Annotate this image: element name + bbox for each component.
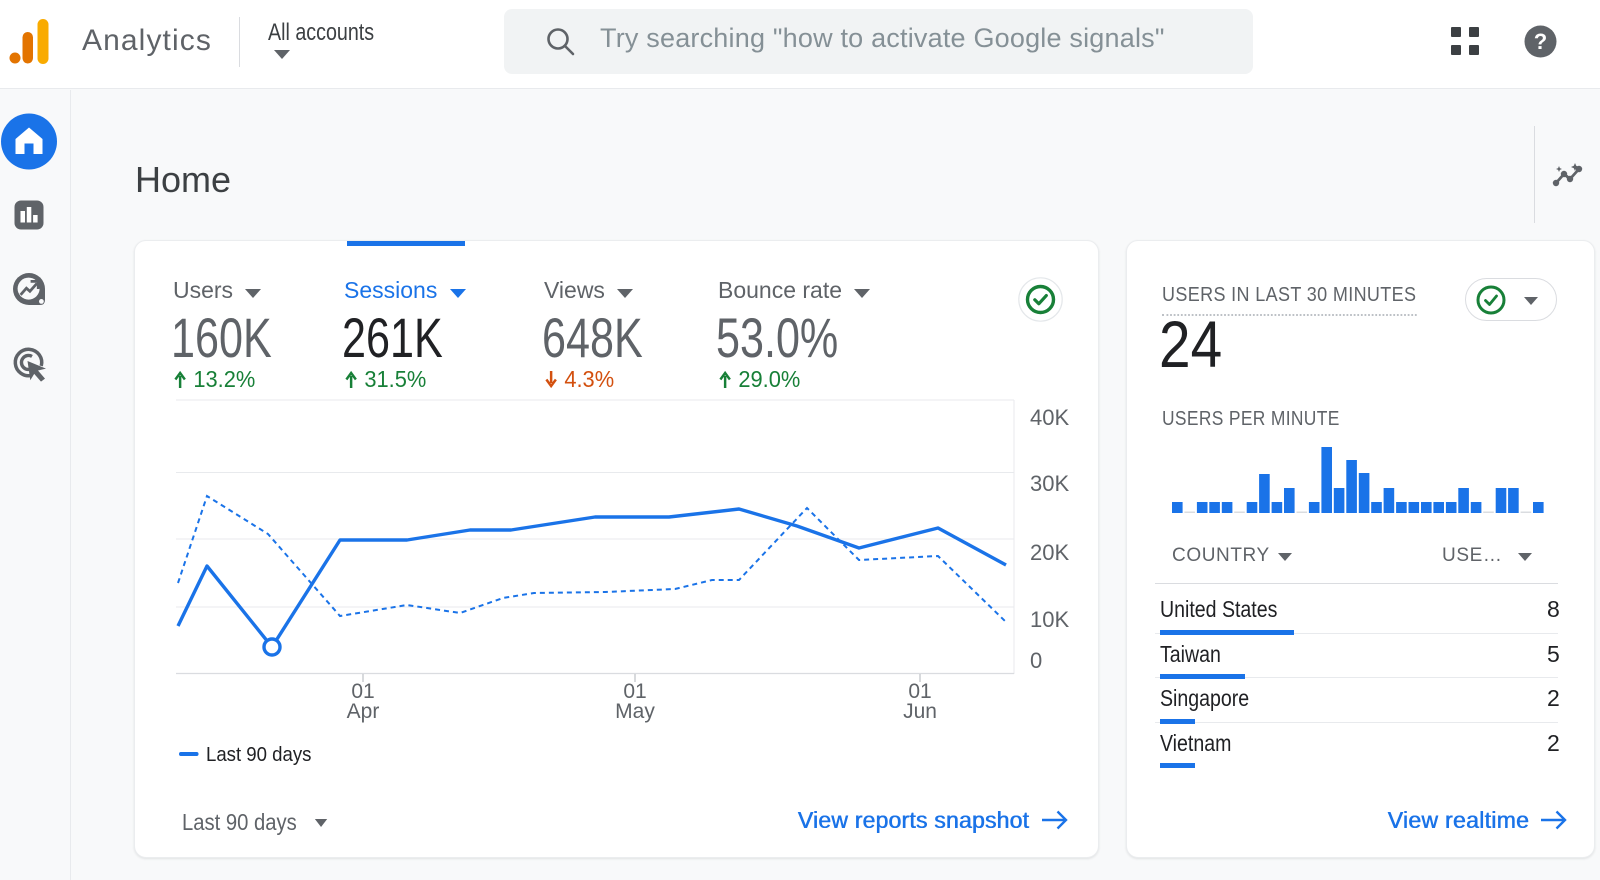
- svg-text:May: May: [615, 700, 655, 723]
- svg-text:40K: 40K: [1030, 405, 1069, 430]
- svg-text:01: 01: [908, 680, 931, 703]
- svg-text:0: 0: [1030, 648, 1042, 673]
- svg-text:?: ?: [1534, 29, 1547, 54]
- svg-text:Apr: Apr: [347, 700, 380, 723]
- svg-text:01: 01: [351, 680, 374, 703]
- svg-text:20K: 20K: [1030, 540, 1069, 565]
- svg-text:30K: 30K: [1030, 471, 1069, 496]
- svg-text:01: 01: [623, 680, 646, 703]
- svg-text:10K: 10K: [1030, 607, 1069, 632]
- svg-text:Jun: Jun: [903, 700, 937, 723]
